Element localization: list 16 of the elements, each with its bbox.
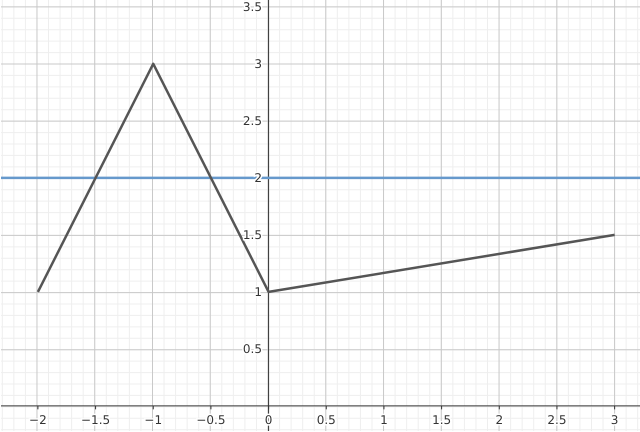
x-tick-label: 1	[380, 412, 388, 427]
y-tick-label: 1.5	[242, 228, 262, 242]
x-tick-label: 0.5	[316, 412, 336, 427]
y-tick-label: 3	[254, 56, 262, 71]
y-tick-label: 1	[254, 284, 262, 299]
x-tick-label: −2	[29, 412, 47, 427]
x-tick-label: 2	[495, 412, 504, 427]
y-tick-label: 2.5	[242, 114, 262, 128]
x-tick-label: 1.5	[432, 412, 452, 427]
x-tick-label: −0.5	[196, 412, 226, 427]
x-tick-label: −1	[144, 412, 162, 427]
y-tick-label: 3.5	[242, 0, 262, 14]
x-tick-label: 3	[610, 412, 618, 427]
x-tick-label: 2.5	[547, 412, 566, 427]
y-tick-label: 0.5	[242, 342, 262, 356]
x-tick-label: −1.5	[81, 412, 110, 427]
